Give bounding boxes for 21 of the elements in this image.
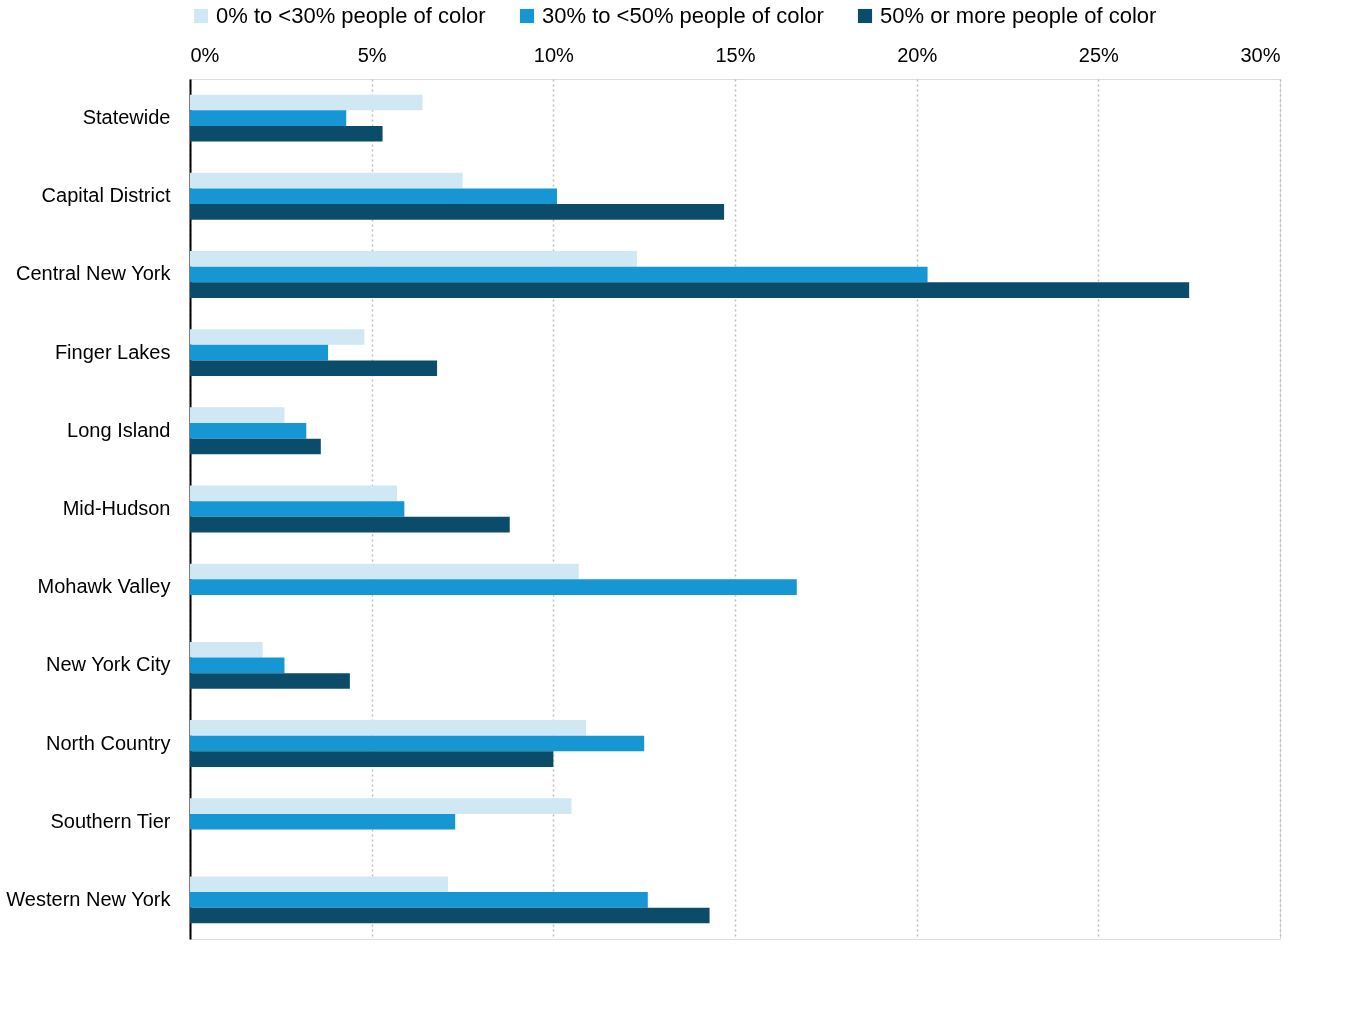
x-tick-label: 10%: [533, 43, 575, 66]
y-tick-label: Capital District: [41, 184, 171, 207]
y-tick-label: Finger Lakes: [54, 340, 171, 363]
y-tick-label: New York City: [46, 653, 171, 676]
y-tick-label: Western New York: [6, 887, 172, 910]
y-tick-label: North Country: [46, 731, 171, 754]
y-tick-label: Southern Tier: [50, 809, 171, 832]
y-tick-label: Mohawk Valley: [37, 575, 171, 598]
y-tick-label: Central New York: [15, 262, 172, 285]
legend-label: 30% to <50% people of color: [542, 3, 824, 28]
y-tick-label: Long Island: [67, 418, 171, 441]
legend-label: 0% to <30% people of color: [216, 3, 486, 28]
x-tick-label: 15%: [715, 43, 756, 66]
x-tick-label: 30%: [1240, 43, 1281, 66]
x-tick-label: 0%: [190, 43, 220, 66]
legend-label: 50% or more people of color: [880, 3, 1157, 28]
x-tick-label: 25%: [1078, 43, 1120, 66]
x-tick-label: 5%: [357, 43, 387, 66]
y-tick-label: Statewide: [82, 106, 171, 129]
x-tick-label: 20%: [897, 43, 938, 66]
y-tick-label: Mid-Hudson: [62, 497, 171, 519]
